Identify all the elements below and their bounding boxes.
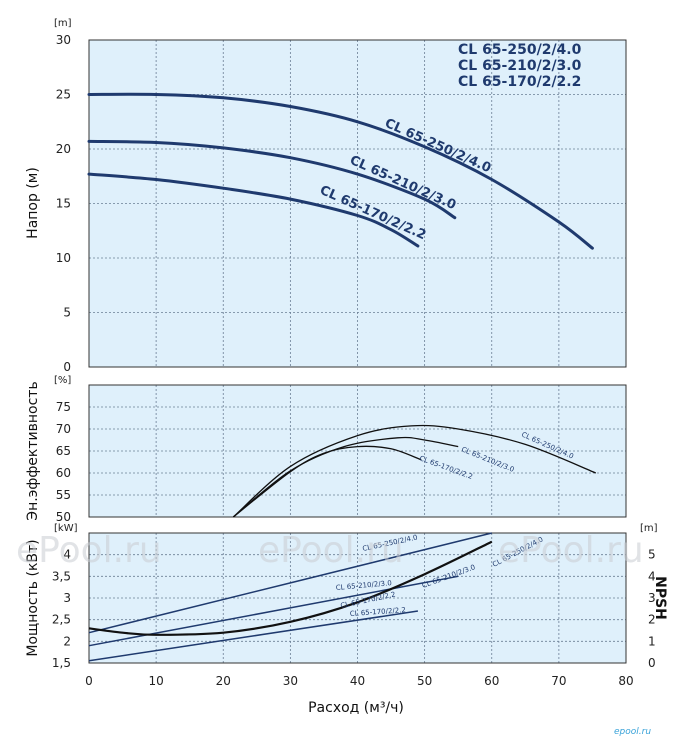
- pump-performance-chart: 051015202530[m]505560657075[%]1,522,533,…: [0, 0, 683, 743]
- x-tick-label: 80: [618, 674, 633, 688]
- legend-entry: CL 65-170/2/2.2: [458, 74, 581, 90]
- x-tick-label: 0: [85, 674, 93, 688]
- x-tick-label: 70: [551, 674, 566, 688]
- watermark-text: ePool.ru: [498, 530, 644, 571]
- y-tick-label: 50: [56, 510, 71, 524]
- y-tick-label: 5: [63, 306, 71, 320]
- y-tick-label: 15: [56, 197, 71, 211]
- y-tick-label: 10: [56, 251, 71, 265]
- y-tick-label: 2,5: [52, 613, 71, 627]
- y-tick-label: 30: [56, 33, 71, 47]
- x-tick-label: 60: [484, 674, 499, 688]
- y-unit-label: [m]: [54, 18, 72, 29]
- y-tick-label: 25: [56, 88, 71, 102]
- watermark-text: ePool.ru: [16, 530, 162, 571]
- x-axis-title: Расход (м³/ч): [308, 700, 404, 716]
- y-tick-label: 60: [56, 466, 71, 480]
- x-tick-label: 20: [216, 674, 231, 688]
- y-tick-label: 65: [56, 444, 71, 458]
- legend-entry: CL 65-250/2/4.0: [458, 42, 582, 58]
- y2-tick-label: 5: [648, 548, 656, 562]
- y-unit-label: [%]: [54, 375, 71, 386]
- x-tick-label: 30: [283, 674, 298, 688]
- y2-tick-label: 1: [648, 634, 656, 648]
- y-axis-title: Эн.эффективность: [25, 381, 41, 520]
- y-tick-label: 3: [63, 591, 71, 605]
- watermark-logo: epool.ru: [614, 727, 651, 737]
- y2-tick-label: 0: [648, 656, 656, 670]
- y-tick-label: 3,5: [52, 569, 71, 583]
- x-tick-label: 40: [350, 674, 365, 688]
- y-tick-label: 75: [56, 400, 71, 414]
- y-tick-label: 55: [56, 488, 71, 502]
- y2-axis-title: NPSH: [652, 576, 668, 620]
- y-tick-label: 0: [63, 360, 71, 374]
- y-tick-label: 1,5: [52, 656, 71, 670]
- watermark-text: ePool.ru: [258, 530, 404, 571]
- y-axis-title: Напор (м): [25, 167, 41, 239]
- x-tick-label: 10: [148, 674, 163, 688]
- y-tick-label: 2: [63, 634, 71, 648]
- y-tick-label: 20: [56, 142, 71, 156]
- legend-entry: CL 65-210/2/3.0: [458, 58, 582, 74]
- y-tick-label: 70: [56, 422, 71, 436]
- x-tick-label: 50: [417, 674, 432, 688]
